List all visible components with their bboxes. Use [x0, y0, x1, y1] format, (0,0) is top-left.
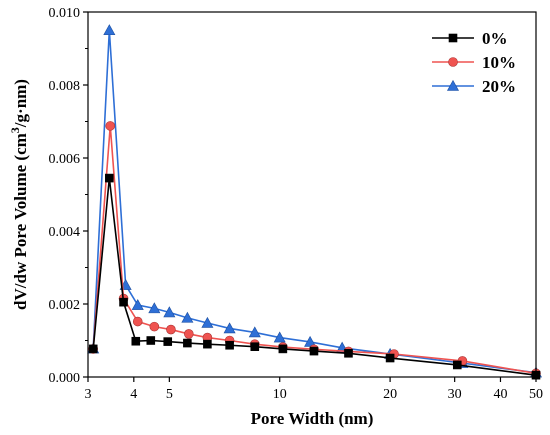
data-point [105, 121, 116, 131]
data-point [183, 338, 192, 348]
data-point [250, 342, 260, 352]
data-point [131, 336, 141, 346]
data-point [105, 173, 114, 183]
data-point [225, 340, 234, 350]
data-point [132, 316, 143, 327]
legend-label: 20% [482, 77, 516, 96]
data-point [223, 322, 236, 334]
data-point [163, 306, 176, 318]
data-point [184, 329, 194, 339]
series-line [92, 30, 537, 374]
series-line [92, 177, 537, 376]
legend-marker [448, 57, 458, 67]
data-point [148, 302, 161, 314]
series-line [92, 125, 537, 375]
legend-entry: 0% [432, 29, 508, 48]
data-point [119, 297, 128, 307]
x-axis-title: Pore Width (nm) [251, 409, 374, 428]
data-point [278, 344, 288, 354]
data-point [149, 321, 160, 332]
data-point [181, 311, 194, 323]
x-tick-label: 10 [273, 387, 287, 402]
x-tick-label: 5 [166, 387, 173, 402]
data-point [146, 336, 156, 345]
legend-marker [448, 33, 458, 43]
legend-label: 10% [482, 53, 516, 72]
y-axis-title: dV/dw Pore Volume (cm3/g·nm) [8, 79, 30, 310]
legend-entry: 10% [432, 53, 516, 72]
data-point [273, 331, 286, 343]
y-tick-label: 0.000 [49, 371, 81, 386]
y-tick-label: 0.004 [49, 225, 81, 240]
x-tick-label: 30 [448, 387, 462, 402]
x-tick-label: 4 [130, 387, 137, 402]
x-tick-label: 50 [529, 387, 543, 402]
data-point [309, 346, 319, 356]
y-tick-label: 0.002 [49, 298, 81, 313]
data-point [385, 353, 395, 363]
data-point [452, 360, 462, 370]
y-axis-title-prefix: dV/dw Pore Volume (cm [11, 133, 30, 310]
series-layer [87, 24, 543, 380]
legend-label: 0% [482, 29, 508, 48]
y-axis-title-sup: 3 [8, 127, 22, 133]
series-1 [88, 121, 541, 379]
x-tick-label: 40 [493, 387, 507, 402]
axes-layer: 3 4 5 10 20 30 40 50 0.000 0.002 0.004 0.006 0.008 0.… [49, 6, 544, 402]
data-point [248, 326, 261, 338]
y-tick-label: 0.010 [49, 6, 81, 21]
data-point [163, 337, 173, 346]
y-axis-title-suffix: /g·nm) [11, 79, 30, 128]
series-2 [87, 24, 543, 378]
x-tick-label: 3 [85, 387, 92, 402]
legend-marker [446, 79, 460, 91]
x-tick-label: 20 [383, 387, 397, 402]
data-point [103, 24, 116, 36]
data-point [88, 344, 98, 354]
data-point [203, 339, 212, 349]
data-point [304, 335, 317, 347]
data-point [344, 348, 353, 358]
data-point [131, 298, 144, 310]
legend: 0% 10% 20% [432, 29, 516, 96]
legend-entry: 20% [432, 77, 516, 96]
data-point [201, 316, 214, 328]
data-point [166, 324, 176, 335]
series-0 [88, 173, 541, 380]
y-tick-label: 0.008 [49, 79, 81, 94]
y-tick-label: 0.006 [49, 152, 81, 167]
